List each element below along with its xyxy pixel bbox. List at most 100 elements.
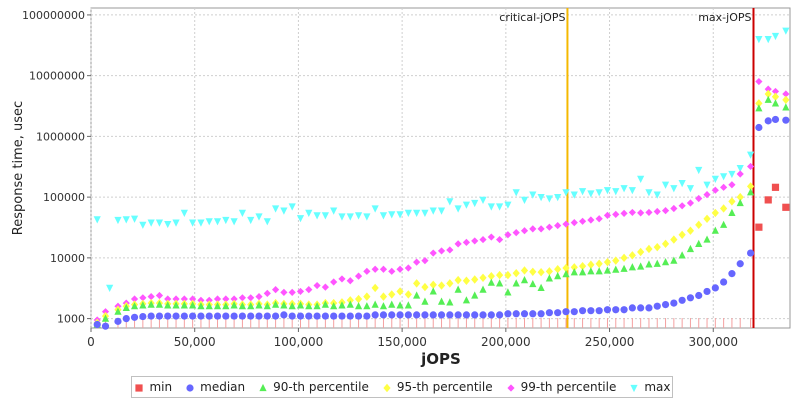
data-point — [504, 231, 512, 239]
data-point — [122, 216, 130, 224]
data-point — [313, 312, 321, 320]
data-point — [413, 279, 421, 288]
data-point — [354, 312, 363, 320]
data-point — [686, 199, 695, 207]
data-point — [578, 268, 587, 276]
data-point — [755, 223, 763, 231]
data-point — [238, 209, 247, 217]
data-point — [653, 259, 661, 267]
data-point — [429, 287, 437, 295]
data-point — [537, 283, 545, 292]
data-point — [471, 311, 479, 319]
data-point — [189, 219, 197, 227]
data-point — [354, 272, 363, 280]
data-point — [612, 306, 620, 314]
data-point — [338, 275, 346, 283]
data-point — [670, 235, 678, 244]
data-point — [272, 205, 280, 213]
data-point — [587, 260, 595, 269]
data-point — [346, 300, 354, 308]
data-point — [213, 302, 222, 310]
data-point — [736, 165, 744, 173]
data-point — [321, 300, 329, 308]
data-point — [180, 301, 188, 309]
data-point — [371, 300, 379, 308]
x-tick-label: 300,000 — [688, 335, 738, 349]
data-point — [620, 264, 628, 272]
data-point — [653, 302, 661, 310]
data-point — [147, 300, 155, 308]
data-point — [247, 302, 255, 310]
data-point — [255, 293, 263, 301]
data-point — [628, 263, 636, 271]
data-point — [678, 180, 686, 188]
data-point — [529, 225, 537, 233]
data-point — [771, 115, 780, 124]
data-point — [101, 314, 110, 322]
data-point — [363, 292, 371, 301]
x-tick-label: 250,000 — [585, 335, 635, 349]
data-point — [93, 320, 101, 329]
data-point — [603, 306, 612, 314]
data-point — [570, 268, 578, 276]
y-tick-label: 1000000 — [36, 130, 85, 143]
data-point — [263, 312, 271, 320]
data-point — [512, 279, 520, 287]
data-point — [562, 308, 570, 316]
data-point — [487, 203, 495, 211]
data-point — [578, 188, 587, 196]
data-point — [114, 317, 122, 325]
data-point — [101, 308, 110, 316]
data-point — [686, 185, 695, 193]
data-point — [661, 239, 670, 249]
y-axis-label: Response time, usec — [11, 101, 26, 235]
data-point — [496, 270, 504, 280]
data-point — [720, 204, 728, 213]
legend-label: 90-th percentile — [273, 380, 369, 394]
data-point — [764, 196, 772, 204]
data-point — [197, 219, 205, 227]
data-point — [263, 289, 271, 297]
data-point — [755, 104, 763, 112]
data-point — [628, 187, 636, 195]
data-point — [628, 304, 636, 312]
data-point — [404, 209, 412, 217]
data-point — [504, 270, 512, 280]
data-point — [106, 284, 114, 293]
data-point — [263, 302, 271, 310]
data-point — [255, 213, 263, 221]
data-point — [305, 312, 313, 320]
data-point — [147, 293, 155, 301]
data-point — [462, 311, 471, 319]
legend-marker — [630, 384, 638, 392]
data-point — [764, 95, 772, 103]
data-point — [479, 196, 487, 205]
data-point — [554, 309, 562, 317]
x-tick-label: 0 — [87, 335, 95, 349]
data-point — [354, 294, 363, 304]
data-point — [512, 310, 520, 318]
data-point — [147, 312, 155, 320]
data-point — [421, 297, 429, 305]
data-point — [612, 210, 620, 218]
data-point — [413, 291, 421, 299]
data-point — [771, 32, 780, 41]
data-point — [587, 190, 595, 198]
data-point — [164, 220, 172, 229]
data-point — [288, 312, 296, 320]
data-point — [363, 312, 371, 320]
data-point — [388, 211, 396, 219]
data-point — [746, 188, 755, 196]
data-point — [296, 301, 305, 309]
data-point — [628, 251, 636, 260]
series-max — [93, 27, 790, 293]
data-point — [213, 295, 222, 303]
legend-marker — [186, 384, 194, 392]
data-point — [446, 298, 454, 306]
data-point — [645, 304, 653, 312]
data-point — [645, 260, 653, 268]
legend-item: min — [133, 380, 172, 394]
data-point — [587, 216, 595, 224]
data-point — [670, 299, 678, 307]
data-point — [371, 283, 379, 293]
